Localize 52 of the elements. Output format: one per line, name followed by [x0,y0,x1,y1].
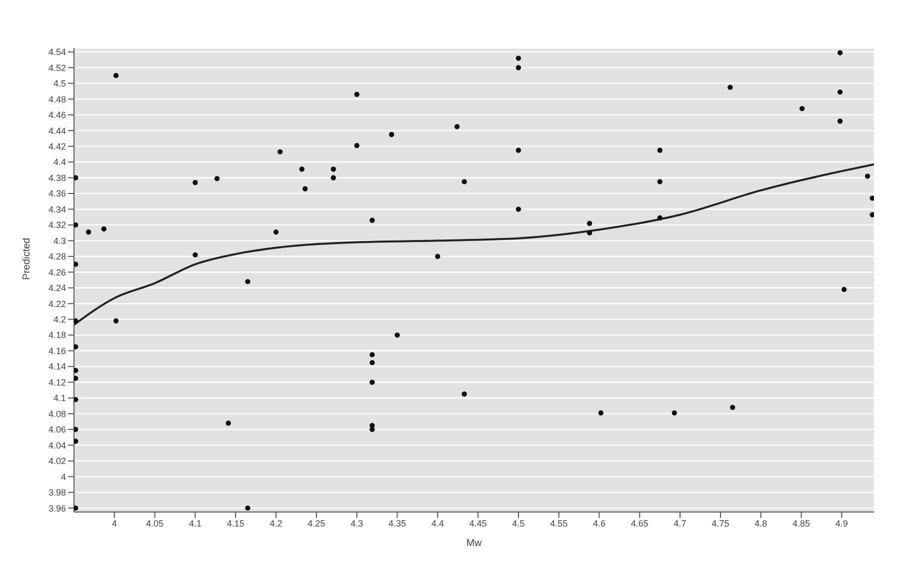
y-tick-label: 4.42 [48,142,66,152]
y-tick-label: 4.1 [53,393,66,404]
x-tick-label: 4.1 [188,518,202,528]
y-tick-label: 4.26 [48,267,66,278]
y-tick-label: 4.4 [53,157,66,168]
x-tick-label: 4.35 [388,518,406,528]
x-tick-label: 4.3 [350,518,364,528]
line-series [74,163,874,326]
y-tick-label: 4 [60,472,66,482]
x-tick-label: 4.8 [754,518,768,528]
y-tick-label: 4.34 [48,204,66,214]
y-tick-label: 4.32 [48,220,66,230]
y-tick-label: 4.52 [48,62,66,73]
x-tick-label: 4.5 [512,518,525,528]
y-axis-title: Predicted [22,238,33,280]
x-tick-label: 4.2 [270,518,282,528]
y-tick-label: 4.2 [53,314,66,325]
y-tick-label: 4.46 [48,110,66,120]
y-tick-label: 4.02 [48,456,66,466]
y-tick-label: 4.06 [48,424,66,435]
y-tick-label: 4.14 [48,362,66,372]
y-tick-label: 3.96 [48,503,66,514]
y-tick-label: 4.16 [48,346,66,356]
y-tick-label: 4.5 [53,78,66,89]
x-tick-label: 4.9 [835,518,848,528]
y-tick-label: 4.54 [48,47,66,58]
y-tick-label: 3.98 [48,488,66,498]
y-tick-label: 4.48 [48,94,66,104]
x-tick-label: 4.65 [630,518,648,528]
y-tick-label: 4.22 [48,298,66,309]
x-axis-title: Mw [466,538,483,549]
y-tick-label: 4.36 [48,188,66,199]
y-tick-label: 4.3 [53,236,66,246]
y-tick-label: 4.08 [48,408,66,419]
x-tick-label: 4.4 [431,518,444,528]
y-tick-label: 4.04 [48,440,66,450]
x-tick-label: 4.45 [469,518,487,528]
x-tick-label: 4 [112,518,117,528]
x-tick-label: 4.85 [792,518,810,528]
y-tick-label: 4.38 [48,172,66,183]
y-tick-label: 4.18 [48,330,66,340]
x-tick-label: 4.75 [712,518,730,528]
x-tick-label: 4.15 [226,518,244,528]
x-tick-label: 4.7 [674,518,686,528]
x-tick-label: 4.25 [308,518,326,528]
y-tick-label: 4.12 [48,377,66,388]
y-tick-label: 4.24 [48,283,66,294]
y-tick-label: 4.28 [48,252,66,262]
x-tick-label: 4.55 [550,518,568,528]
y-tick-label: 4.44 [48,126,66,136]
x-tick-label: 4.6 [592,518,606,528]
x-tick-label: 4.05 [146,518,164,528]
